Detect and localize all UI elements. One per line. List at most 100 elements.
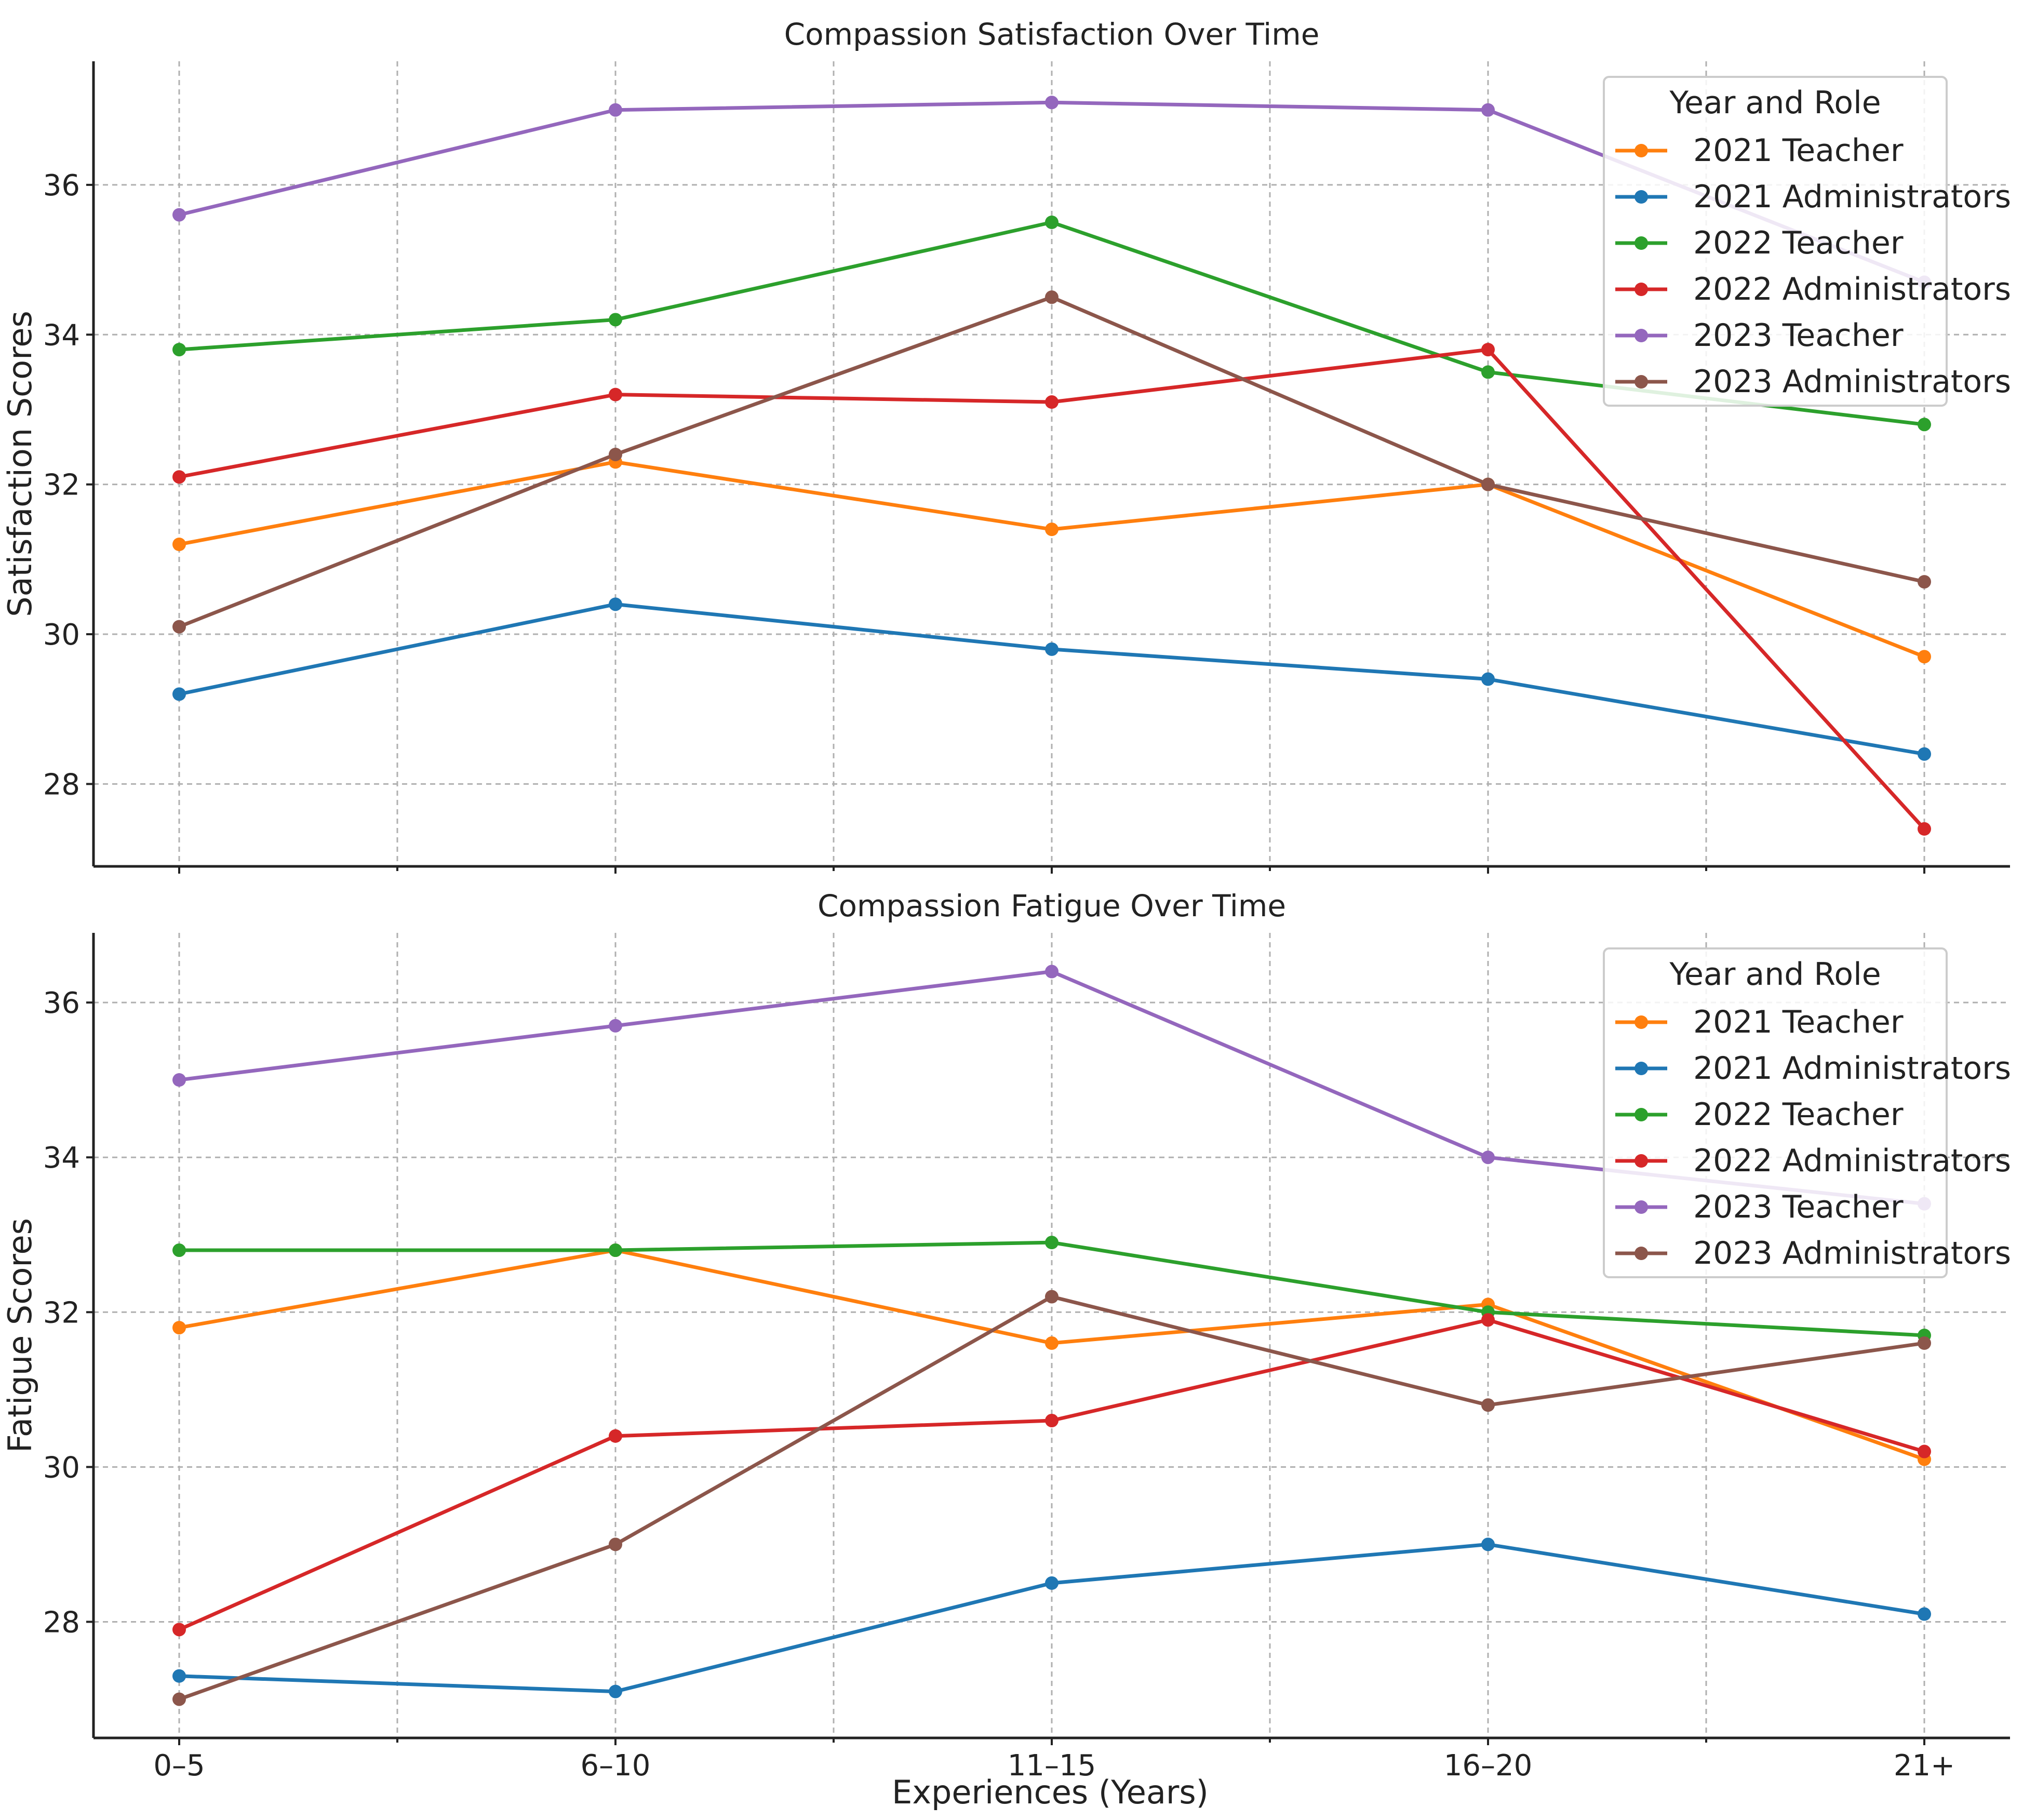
data-point xyxy=(1045,395,1059,409)
legend-label: 2023 Administrators xyxy=(1693,364,2011,400)
data-point xyxy=(172,538,186,551)
data-point xyxy=(1045,96,1059,110)
series-2021-administrators xyxy=(172,1537,1931,1698)
data-point xyxy=(1918,1336,1931,1350)
y-tick-label: 30 xyxy=(43,1451,80,1484)
legend-label: 2021 Administrators xyxy=(1693,1050,2011,1087)
data-point xyxy=(172,1623,186,1637)
legend-label: 2023 Administrators xyxy=(1693,1235,2011,1272)
data-point xyxy=(609,1019,622,1033)
data-point xyxy=(172,1669,186,1683)
series-2023-administrators xyxy=(172,290,1931,634)
data-point xyxy=(1045,642,1059,656)
data-point xyxy=(1045,1290,1059,1304)
legend-marker xyxy=(1635,283,1648,296)
y-tick-label: 28 xyxy=(43,768,80,801)
data-point xyxy=(1045,290,1059,304)
chart-title: Compassion Satisfaction Over Time xyxy=(784,17,1320,52)
data-point xyxy=(172,1321,186,1335)
y-axis-label: Fatigue Scores xyxy=(1,1218,39,1453)
data-point xyxy=(1918,1444,1931,1458)
data-point xyxy=(1918,747,1931,761)
legend-item: 2022 Administrators xyxy=(1615,1143,2011,1179)
data-point xyxy=(172,620,186,634)
data-point xyxy=(172,1692,186,1706)
chart-satisfaction: 28 30 32 34 36 Compassion Satisfaction Over T… xyxy=(1,17,2011,874)
data-point xyxy=(1918,822,1931,836)
data-point xyxy=(1918,1607,1931,1621)
data-point xyxy=(172,343,186,357)
legend-label: 2022 Administrators xyxy=(1693,271,2011,307)
data-point xyxy=(172,470,186,484)
legend-label: 2022 Administrators xyxy=(1693,1143,2011,1179)
data-point xyxy=(1918,575,1931,589)
x-tick-label: 6–10 xyxy=(581,1749,651,1783)
y-tick-label: 28 xyxy=(43,1605,80,1639)
data-point xyxy=(1481,1398,1495,1412)
legend-marker xyxy=(1635,375,1648,389)
legend-marker xyxy=(1635,1154,1648,1168)
series-2022-administrators xyxy=(172,343,1931,836)
legend: Year and Role 2021 Teacher 2021 Administra… xyxy=(1603,76,2011,407)
y-tick-label: 34 xyxy=(43,1141,80,1175)
legend-box xyxy=(1603,76,1948,407)
data-point xyxy=(1045,965,1059,979)
legend-title: Year and Role xyxy=(1669,956,1881,993)
data-point xyxy=(609,447,622,461)
x-tick-label: 0–5 xyxy=(153,1749,205,1783)
legend-marker xyxy=(1635,329,1648,342)
legend-item: 2023 Teacher xyxy=(1615,1189,1904,1225)
legend-box xyxy=(1603,947,1948,1278)
data-point xyxy=(609,1537,622,1551)
legend-item: 2021 Administrators xyxy=(1615,1050,2011,1087)
legend-item: 2023 Administrators xyxy=(1615,1235,2011,1272)
data-point xyxy=(609,313,622,327)
legend-item: 2022 Teacher xyxy=(1615,225,1904,261)
legend-marker xyxy=(1635,190,1648,204)
legend-item: 2023 Teacher xyxy=(1615,317,1904,354)
legend-label: 2022 Teacher xyxy=(1693,225,1904,261)
chart-title: Compassion Fatigue Over Time xyxy=(818,888,1286,924)
legend-marker xyxy=(1635,1247,1648,1260)
data-point xyxy=(1481,1150,1495,1165)
data-point xyxy=(172,687,186,701)
legend-marker xyxy=(1635,144,1648,157)
series-2021-administrators xyxy=(172,597,1931,761)
data-point xyxy=(1045,523,1059,537)
series-2021-teacher xyxy=(172,455,1931,664)
legend-item: 2021 Teacher xyxy=(1615,1004,1904,1040)
y-tick-label: 32 xyxy=(43,469,80,502)
data-point xyxy=(609,1243,622,1257)
legend-label: 2022 Teacher xyxy=(1693,1096,1904,1133)
legend: Year and Role 2021 Teacher 2021 Administra… xyxy=(1603,947,2011,1278)
legend-title: Year and Role xyxy=(1669,85,1881,121)
legend-label: 2023 Teacher xyxy=(1693,317,1904,354)
data-point xyxy=(1045,1413,1059,1427)
data-point xyxy=(172,208,186,222)
data-point xyxy=(609,1684,622,1698)
legend-label: 2021 Administrators xyxy=(1693,179,2011,215)
y-tick-label: 32 xyxy=(43,1296,80,1330)
legend-label: 2023 Teacher xyxy=(1693,1189,1904,1225)
data-point xyxy=(1481,343,1495,357)
data-point xyxy=(1481,1313,1495,1327)
y-tick-label: 36 xyxy=(43,986,80,1020)
data-point xyxy=(609,387,622,402)
x-tick-label: 16–20 xyxy=(1444,1749,1533,1783)
data-point xyxy=(1481,1537,1495,1551)
y-tick-label: 34 xyxy=(43,318,80,352)
legend-item: 2021 Teacher xyxy=(1615,132,1904,169)
data-point xyxy=(1045,1336,1059,1350)
data-point xyxy=(1045,1236,1059,1250)
legend-item: 2023 Administrators xyxy=(1615,364,2011,400)
data-point xyxy=(1045,1576,1059,1590)
x-tick-label: 21+ xyxy=(1894,1749,1955,1783)
y-axis-label: Satisfaction Scores xyxy=(1,311,39,617)
chart-fatigue: 28 30 32 34 36 0–5 6–10 11–15 16–20 21+ Compassion… xyxy=(1,888,2011,1783)
y-tick-label: 30 xyxy=(43,618,80,652)
series-2022-administrators xyxy=(172,1313,1931,1637)
legend-marker xyxy=(1635,1015,1648,1029)
legend-item: 2022 Teacher xyxy=(1615,1096,1904,1133)
data-point xyxy=(1481,672,1495,686)
